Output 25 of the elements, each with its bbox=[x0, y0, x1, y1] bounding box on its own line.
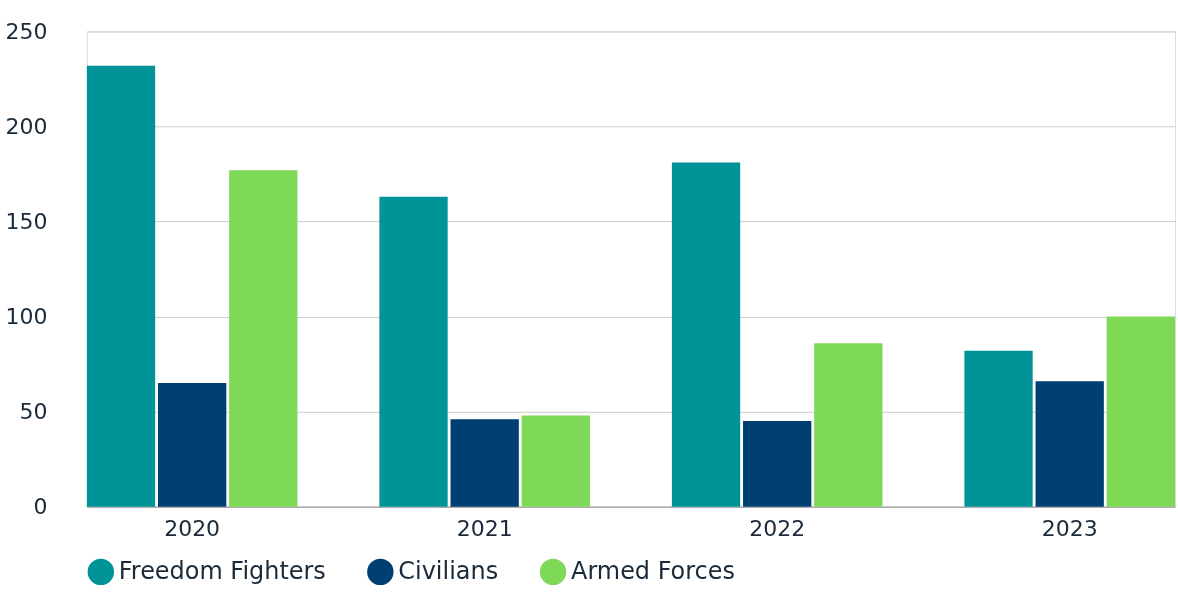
bar bbox=[1035, 381, 1104, 507]
y-tick-label: 100 bbox=[5, 304, 48, 330]
legend-label: Civilians bbox=[398, 556, 499, 585]
y-tick-label: 0 bbox=[33, 494, 48, 520]
bar bbox=[86, 65, 156, 507]
y-tick-label: 250 bbox=[5, 18, 48, 44]
x-tick-label: 2020 bbox=[164, 516, 221, 542]
bar bbox=[1106, 316, 1176, 507]
legend-label: Freedom Fighters bbox=[118, 556, 326, 585]
y-tick-label: 150 bbox=[5, 209, 48, 235]
y-tick-label: 200 bbox=[5, 113, 48, 139]
bar bbox=[521, 415, 590, 507]
x-tick-label: 2021 bbox=[456, 516, 513, 542]
bar bbox=[814, 343, 883, 507]
bar bbox=[158, 383, 227, 507]
legend-label: Armed Forces bbox=[571, 556, 735, 585]
bar bbox=[450, 419, 519, 507]
bar bbox=[743, 421, 812, 507]
x-tick-label: 2022 bbox=[749, 516, 806, 542]
bar bbox=[964, 350, 1033, 507]
y-tick-label: 50 bbox=[19, 399, 48, 425]
x-tick-label: 2023 bbox=[1041, 516, 1098, 542]
bar bbox=[379, 196, 448, 507]
bar bbox=[671, 162, 741, 507]
bar bbox=[229, 170, 298, 507]
